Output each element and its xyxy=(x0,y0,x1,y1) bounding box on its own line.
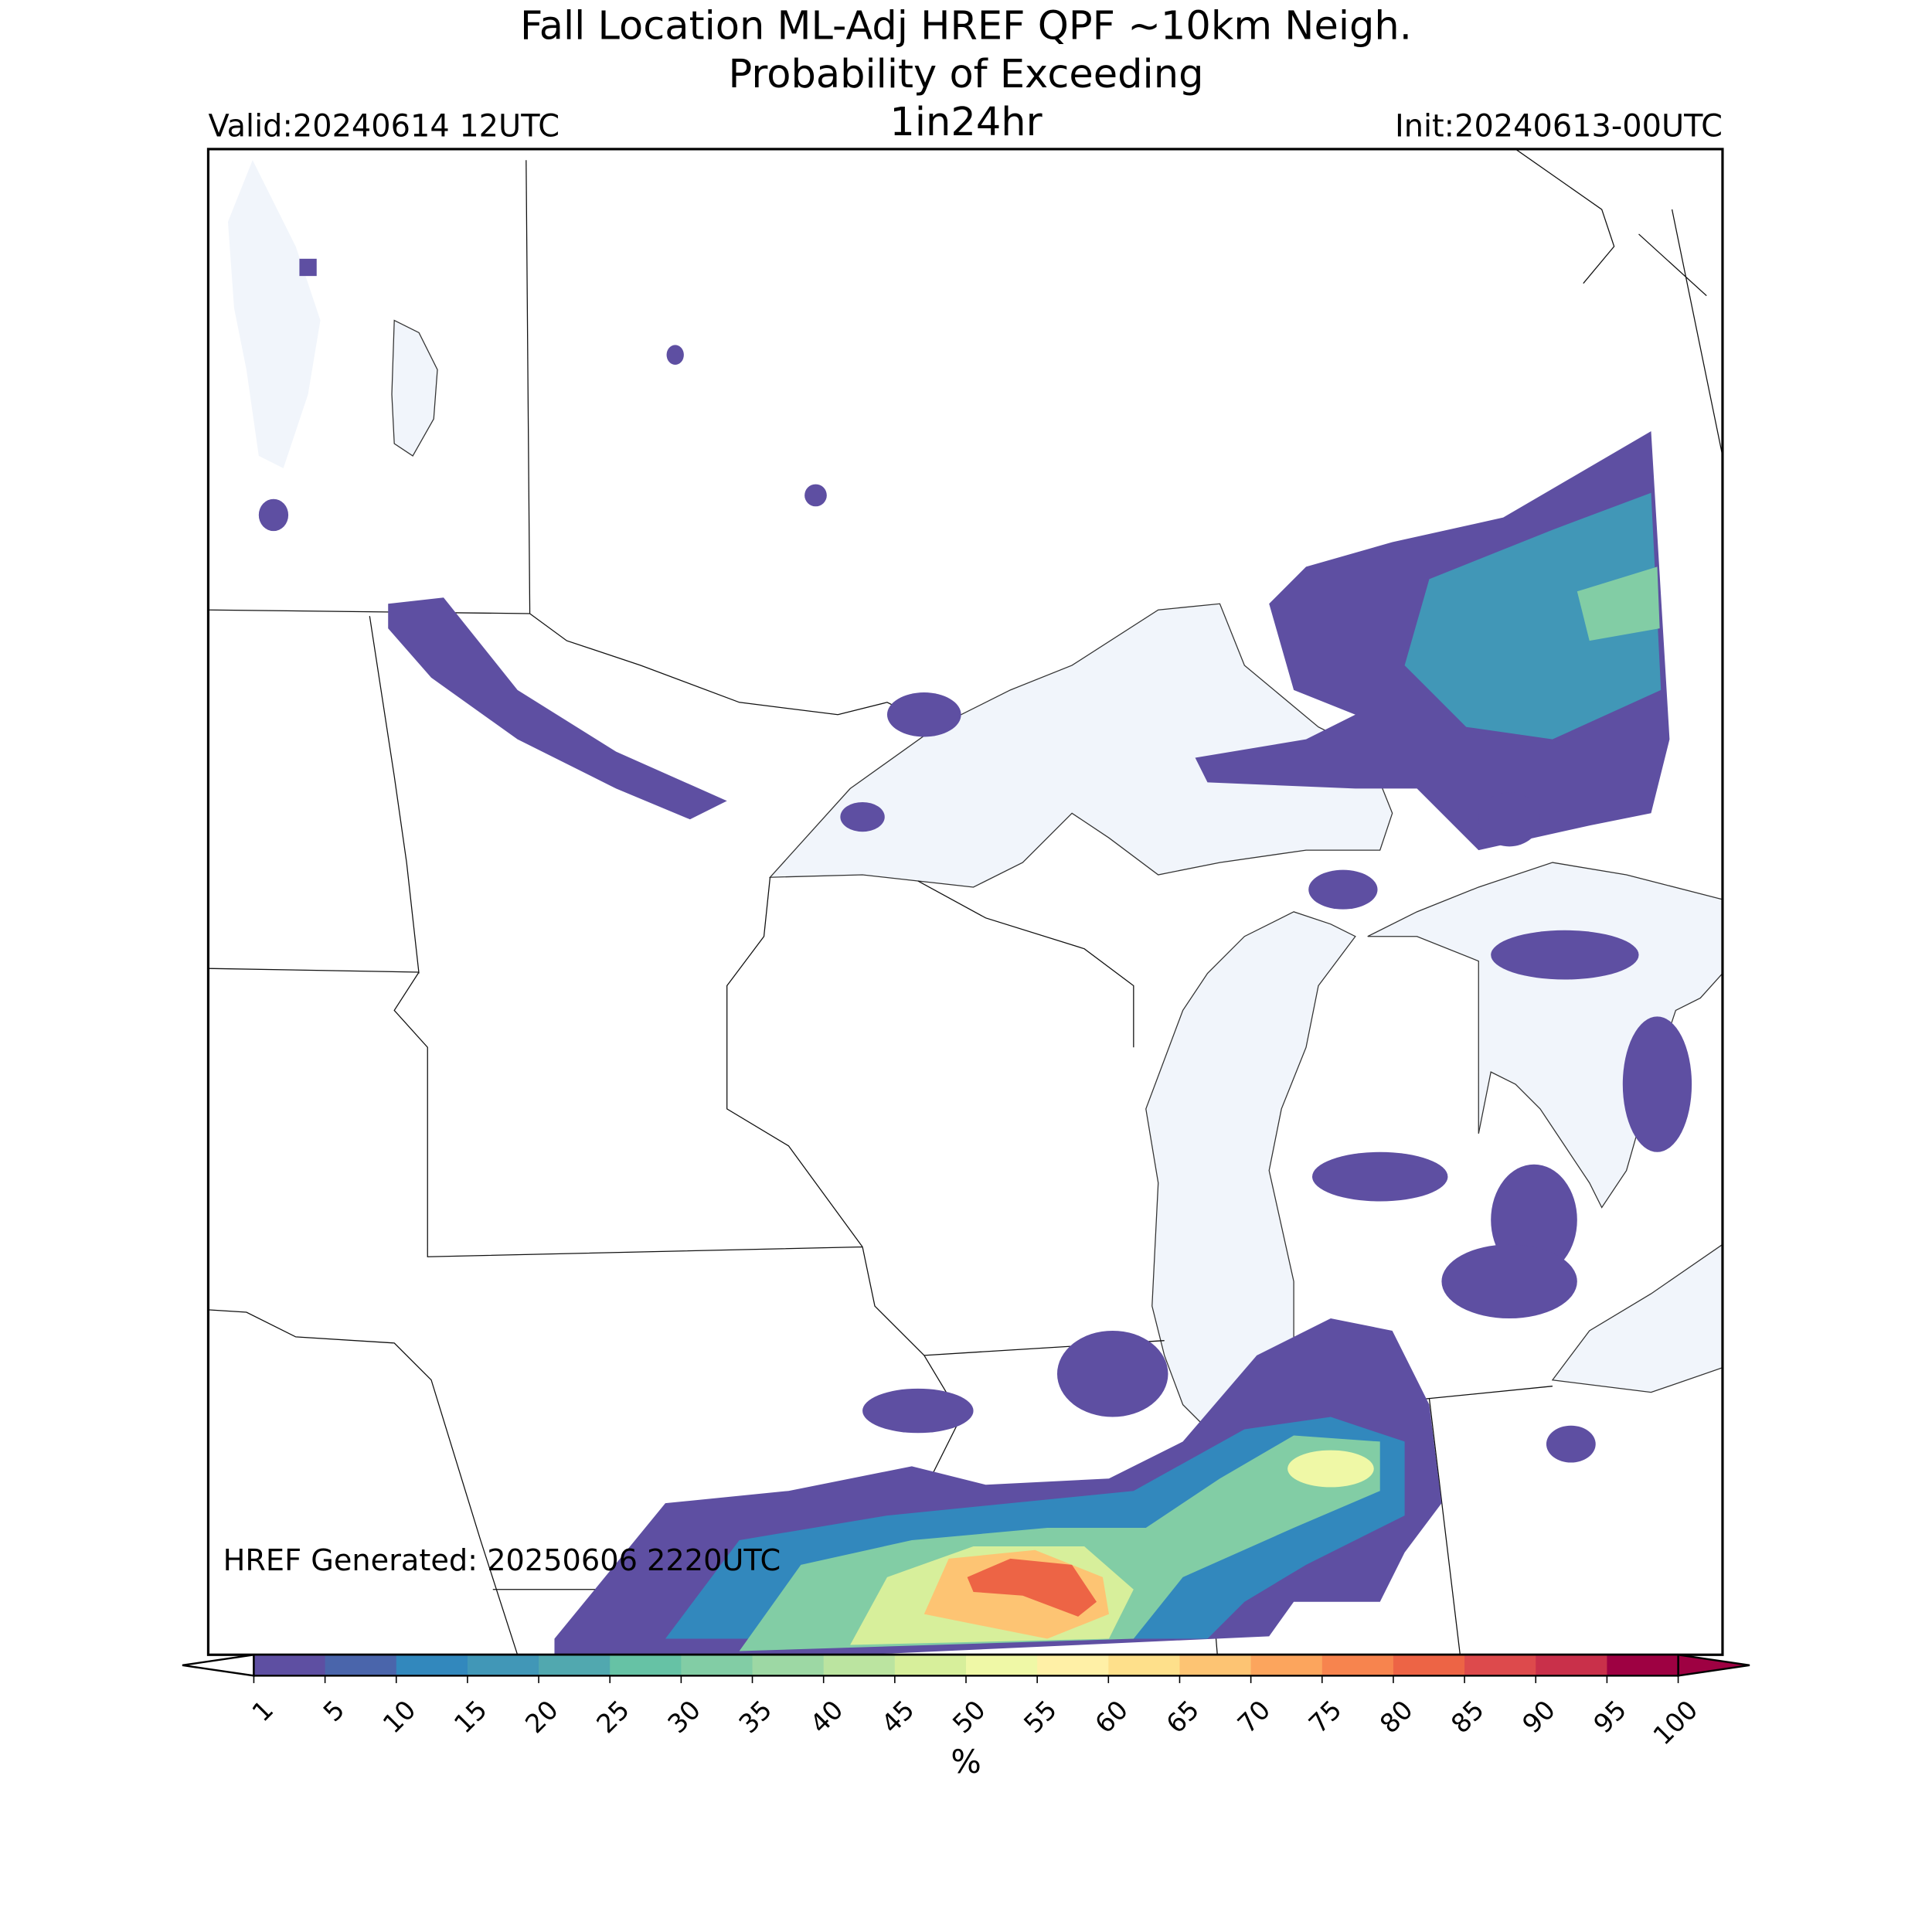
colorbar-segment xyxy=(1607,1655,1679,1676)
colorbar-tick-label: 65 xyxy=(1161,1695,1206,1740)
title-line: Fall Location ML-Adj HREF QPF ~10km Neig… xyxy=(520,4,1412,49)
colorbar-tick-label: 95 xyxy=(1587,1695,1632,1740)
colorbar-segment xyxy=(610,1655,682,1676)
colorbar-over xyxy=(1677,1653,1750,1677)
colorbar-segment xyxy=(467,1655,539,1676)
colorbar-tick-label: 1 xyxy=(247,1695,280,1728)
colorbar-segment xyxy=(253,1655,326,1676)
colorbar-tick-label: 25 xyxy=(590,1695,635,1740)
colorbar-tick-label: 100 xyxy=(1648,1695,1704,1751)
colorbar-tick-label: 35 xyxy=(733,1695,778,1740)
colorbar-segment xyxy=(1393,1655,1465,1676)
colorbar-tick-label: 40 xyxy=(804,1695,849,1740)
colorbar-segment xyxy=(1321,1655,1394,1676)
colorbar-tick-label: 45 xyxy=(876,1695,920,1740)
colorbar-segment xyxy=(1108,1655,1181,1676)
colorbar-tick-label: 90 xyxy=(1516,1695,1561,1740)
colorbar-segment xyxy=(966,1655,1038,1676)
colorbar-tick-label: 10 xyxy=(377,1695,422,1740)
colorbar-under xyxy=(182,1653,255,1677)
colorbar-segment xyxy=(752,1655,825,1676)
colorbar-tick-label: 60 xyxy=(1089,1695,1134,1740)
colorbar-tick-label: 50 xyxy=(947,1695,992,1740)
title-line: Probability of Exceeding xyxy=(729,52,1204,97)
colorbar: 1 5 10 15 20 25 30 35 40 45 50 55 60 65 70 75 80 85 90 95 10… xyxy=(182,1653,1750,1781)
colorbar-segment xyxy=(1536,1655,1608,1676)
colorbar-tick-label: 20 xyxy=(519,1695,564,1740)
colorbar-tick-label: 85 xyxy=(1445,1695,1490,1740)
colorbar-tick-label: 80 xyxy=(1374,1695,1419,1740)
subtitle: 1in24hr xyxy=(889,100,1042,145)
colorbar-label: % xyxy=(951,1743,981,1781)
colorbar-tick-label: 30 xyxy=(662,1695,706,1740)
colorbar-segment xyxy=(823,1655,896,1676)
colorbar-segment xyxy=(325,1655,397,1676)
init-time: Init:20240613-00UTC xyxy=(1395,108,1723,144)
valid-time: Valid:20240614 12UTC xyxy=(208,108,560,144)
colorbar-segment xyxy=(1179,1655,1252,1676)
colorbar-segment xyxy=(396,1655,468,1676)
colorbar-tick-label: 55 xyxy=(1018,1695,1063,1740)
probability-field xyxy=(258,258,1692,1655)
colorbar-segment xyxy=(894,1655,967,1676)
colorbar-tick-label: 5 xyxy=(318,1695,351,1728)
colorbar-segment xyxy=(681,1655,753,1676)
generated-note: HREF Generated: 20250606 2220UTC xyxy=(223,1543,781,1578)
colorbar-tick-label: 70 xyxy=(1232,1695,1277,1740)
map xyxy=(208,148,1723,1655)
colorbar-segment xyxy=(1250,1655,1323,1676)
colorbar-tick-label: 15 xyxy=(448,1695,493,1740)
colorbar-segment xyxy=(1037,1655,1110,1676)
colorbar-tick-label: 75 xyxy=(1303,1695,1348,1740)
colorbar-segment xyxy=(1464,1655,1537,1676)
colorbar-segment xyxy=(539,1655,611,1676)
